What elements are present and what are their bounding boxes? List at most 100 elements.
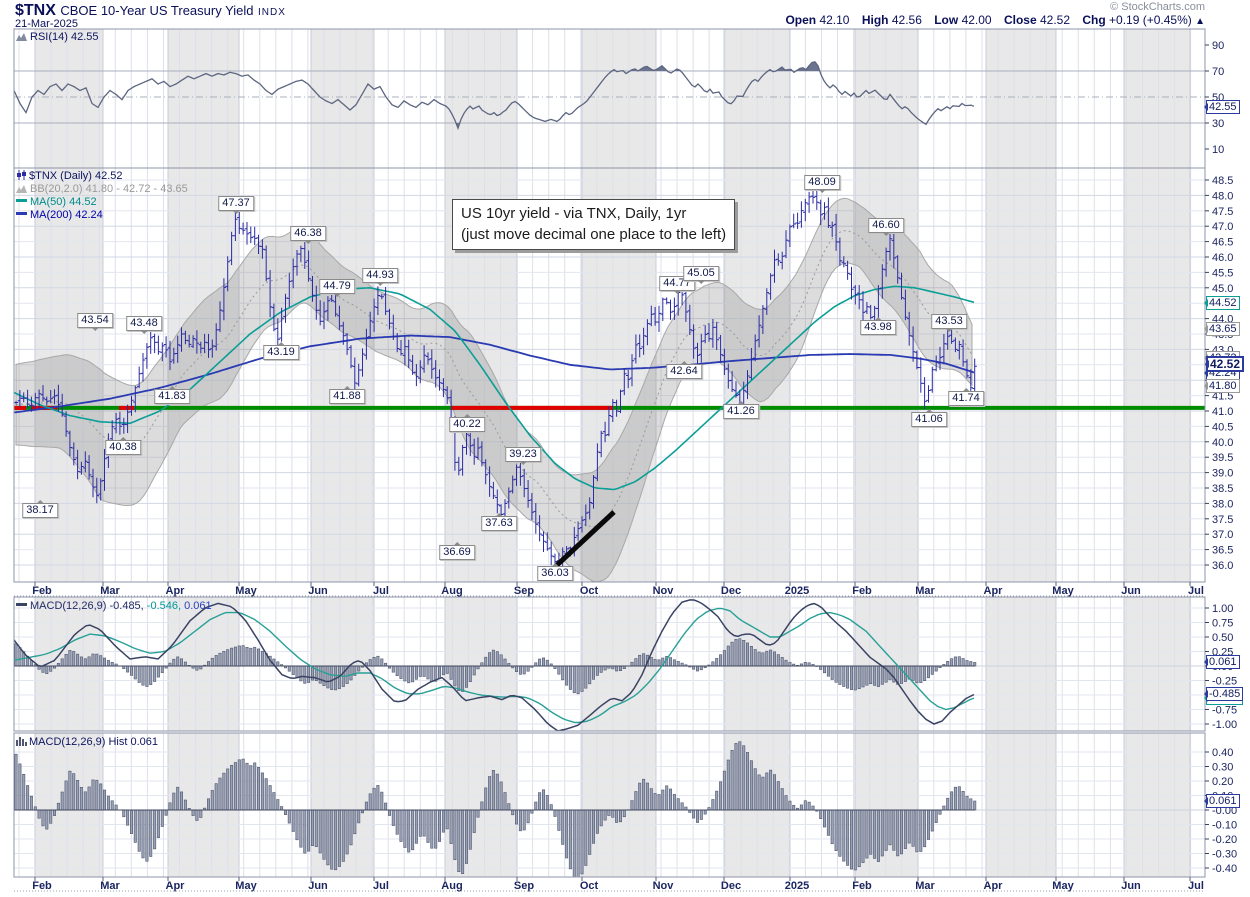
- svg-text:41.5: 41.5: [1212, 391, 1233, 403]
- symbol: $TNX: [15, 2, 56, 19]
- low-label: Low: [934, 13, 959, 27]
- area-chart-icon: [16, 32, 28, 44]
- svg-text:38.0: 38.0: [1212, 498, 1233, 510]
- callout-pointer-icon: [818, 189, 826, 197]
- x-axis-month-label: Feb: [852, 585, 872, 597]
- x-axis-month-label: Nov: [653, 585, 675, 597]
- svg-text:-0.10: -0.10: [1212, 820, 1237, 832]
- macd-signal-value: -0.546,: [146, 600, 182, 612]
- svg-text:48.0: 48.0: [1212, 190, 1233, 202]
- price-callout: 37.63: [481, 513, 517, 531]
- ma50-line-swatch: [16, 199, 27, 202]
- bars-icon: [16, 736, 27, 749]
- macd-line: [14, 599, 975, 731]
- axis-value-tag: 44.52: [1204, 295, 1240, 310]
- price-callout: 43.48: [126, 316, 162, 334]
- price-callout: 43.53: [931, 314, 967, 332]
- price-callout: 44.93: [362, 268, 398, 286]
- main-legend-ma50: MA(50) 44.52: [16, 196, 97, 208]
- callout-pointer-icon: [91, 327, 99, 335]
- svg-text:0.20: 0.20: [1212, 776, 1233, 788]
- annotation-text-box: US 10yr yield - via TNX, Daily, 1yr (jus…: [452, 199, 736, 250]
- axis-value-tag: 43.65: [1204, 322, 1240, 337]
- svg-text:37.0: 37.0: [1212, 529, 1233, 541]
- callout-pointer-icon: [551, 559, 559, 567]
- price-callout: 43.98: [860, 317, 896, 335]
- x-axis-month-label: Mar: [915, 880, 935, 892]
- price-callout: 36.03: [537, 563, 573, 581]
- svg-text:0.75: 0.75: [1212, 618, 1233, 630]
- bollinger-band: [15, 197, 973, 582]
- svg-text:30: 30: [1212, 118, 1224, 130]
- svg-text:45.0: 45.0: [1212, 283, 1233, 295]
- svg-text:37.5: 37.5: [1212, 514, 1233, 526]
- x-axis-month-label: May: [235, 585, 257, 597]
- candlestick-series: [14, 188, 977, 572]
- x-axis-month-label: Feb: [32, 585, 52, 597]
- callout-pointer-icon: [168, 382, 176, 390]
- x-axis-month-label: Jun: [1121, 585, 1141, 597]
- price-callout: 40.38: [105, 437, 141, 455]
- hist-legend-label: MACD(12,26,9) Hist 0.061: [29, 736, 158, 748]
- macd-hist-value: 0.061: [184, 600, 212, 612]
- x-axis-month-label: Feb: [32, 880, 52, 892]
- callout-pointer-icon: [519, 461, 527, 469]
- price-callout: 43.54: [77, 313, 113, 331]
- axis-value-tag: 42.52: [1204, 356, 1245, 373]
- svg-text:0.40: 0.40: [1212, 747, 1233, 759]
- svg-text:39.5: 39.5: [1212, 452, 1233, 464]
- x-axis-month-label: Jul: [1188, 585, 1204, 597]
- main-legend-symbol: $TNX (Daily) 42.52: [16, 170, 123, 183]
- svg-text:-0.25: -0.25: [1212, 676, 1237, 688]
- callout-pointer-icon: [304, 240, 312, 248]
- callout-pointer-icon: [343, 382, 351, 390]
- low-value: 42.00: [961, 13, 992, 27]
- main-legend-bb: BB(20,2.0) 41.80 - 42.72 - 43.65: [16, 183, 188, 196]
- x-axis-month-label: Jul: [373, 585, 389, 597]
- svg-text:10: 10: [1212, 144, 1224, 156]
- axis-value-tag: -0.485: [1203, 687, 1244, 702]
- copyright-link[interactable]: © StockCharts.com: [1110, 1, 1205, 13]
- callout-pointer-icon: [697, 280, 705, 288]
- rsi-legend: RSI(14) 42.55: [16, 31, 98, 44]
- price-callout: 40.22: [449, 414, 485, 432]
- callout-pointer-icon: [673, 290, 681, 298]
- x-axis-month-label: Aug: [441, 585, 462, 597]
- price-callout: 46.60: [868, 218, 904, 236]
- hist-panel: [14, 733, 1205, 877]
- price-callout: 44.79: [319, 279, 355, 297]
- callout-pointer-icon: [925, 405, 933, 413]
- band-icon: [16, 184, 28, 196]
- chg-up-arrow-icon: ▲: [1195, 16, 1205, 27]
- ma50-legend-label: MA(50) 44.52: [30, 196, 97, 208]
- x-axis-month-label: Jun: [308, 880, 328, 892]
- callout-pointer-icon: [945, 328, 953, 336]
- callout-pointer-icon: [376, 282, 384, 290]
- price-callout: 43.19: [263, 342, 299, 360]
- chg-label: Chg: [1082, 13, 1106, 27]
- svg-text:1.00: 1.00: [1212, 603, 1233, 615]
- x-axis-month-label: May: [1052, 880, 1074, 892]
- price-callout: 39.23: [505, 447, 541, 465]
- bollinger-mid-line: [15, 230, 973, 528]
- svg-text:46.5: 46.5: [1212, 237, 1233, 249]
- x-axis-month-label: Jun: [1121, 880, 1141, 892]
- callout-pointer-icon: [495, 509, 503, 517]
- axis-value-tag: 41.80: [1204, 379, 1240, 394]
- svg-text:47.5: 47.5: [1212, 206, 1233, 218]
- price-callout: 48.09: [804, 175, 840, 193]
- price-callout: 36.69: [439, 542, 475, 560]
- price-callout: 41.06: [911, 409, 947, 427]
- macd-histogram: [14, 638, 977, 695]
- macd-panel: [14, 597, 1205, 731]
- callout-pointer-icon: [737, 397, 745, 405]
- x-axis-month-label: Dec: [721, 880, 741, 892]
- rsi-legend-label: RSI(14) 42.55: [30, 31, 99, 43]
- price-callout: 46.38: [290, 226, 326, 244]
- x-axis-month-label: Sep: [514, 880, 534, 892]
- x-axis-month-label: May: [235, 880, 257, 892]
- price-callout: 41.74: [948, 388, 984, 406]
- svg-text:-0.75: -0.75: [1212, 705, 1237, 717]
- macd-lines: [14, 599, 975, 731]
- x-axis-month-label: Mar: [915, 585, 935, 597]
